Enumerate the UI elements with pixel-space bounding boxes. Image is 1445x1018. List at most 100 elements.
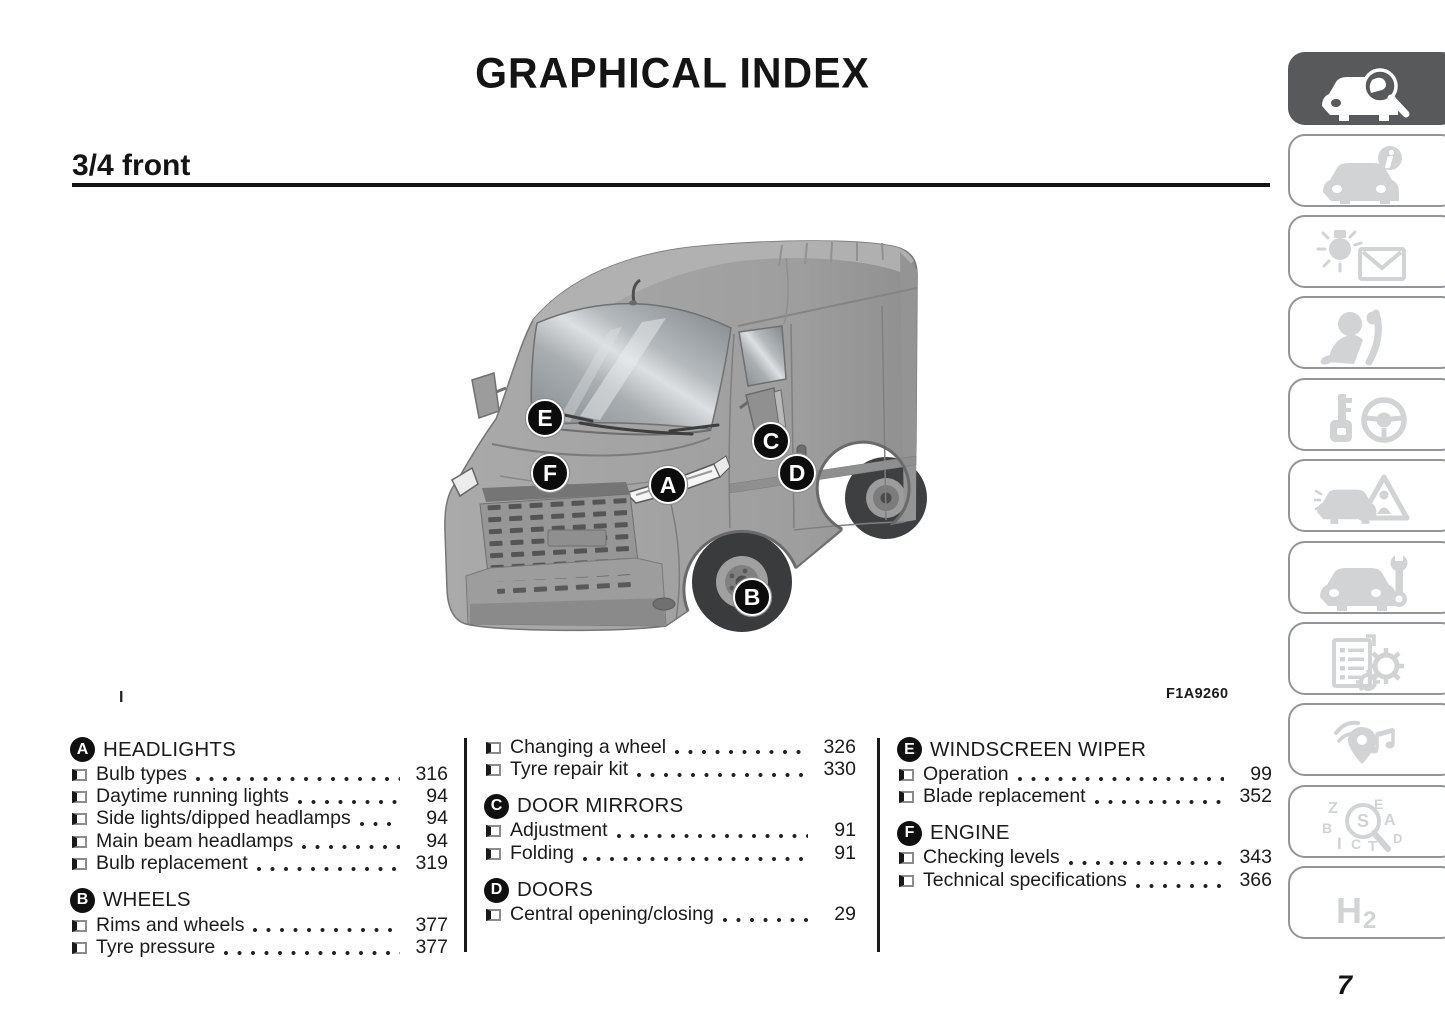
index-entry[interactable]: Tyre pressure 377 xyxy=(70,936,448,958)
index-entry[interactable]: Side lights/dipped headlamps 94 xyxy=(70,807,448,830)
callout-letter-badge: C xyxy=(484,793,509,819)
index-entry[interactable]: Adjustment 91 xyxy=(484,819,856,842)
checklist-gears-icon xyxy=(1332,634,1404,692)
sidebar-tab-multimedia[interactable] xyxy=(1288,703,1445,776)
svg-text:E: E xyxy=(1374,796,1383,812)
checkbox-bullet-icon xyxy=(72,813,87,826)
index-entry[interactable]: Bulb replacement 319 xyxy=(70,852,448,875)
svg-text:I: I xyxy=(1337,834,1342,853)
dot-leader xyxy=(359,822,400,827)
index-entry[interactable]: Main beam headlamps 94 xyxy=(70,830,448,852)
sidebar-tab-servicing[interactable] xyxy=(1288,541,1445,614)
checkbox-bullet-icon xyxy=(486,847,501,860)
checkbox-bullet-icon xyxy=(486,764,501,777)
index-entry[interactable]: Checking levels 343 xyxy=(897,846,1272,869)
dot-leader xyxy=(1068,861,1224,866)
key-steering-wheel-icon xyxy=(1330,394,1407,443)
occupant-airbag-icon xyxy=(1320,309,1382,366)
dot-leader xyxy=(637,772,808,777)
dot-leader xyxy=(297,799,400,804)
dot-leader xyxy=(256,866,400,871)
multimedia-navigation-icon xyxy=(1334,720,1395,764)
index-entry[interactable]: Central opening/closing 29 xyxy=(484,903,856,926)
svg-text:C: C xyxy=(1351,836,1361,852)
index-section-header: F ENGINE xyxy=(897,820,1272,847)
checkbox-bullet-icon xyxy=(899,768,914,781)
checkbox-bullet-icon xyxy=(486,909,501,922)
index-column-2: Changing a wheel 326 Tyre repair kit 330… xyxy=(484,736,856,926)
index-column-1: A HEADLIGHTS Bulb types 316 Daytime runn… xyxy=(70,736,448,959)
checkbox-bullet-icon xyxy=(72,858,87,871)
figure-code: F1A9260 xyxy=(1166,686,1229,702)
alphabetical-index-icon: Z E B A D I C T S xyxy=(1322,796,1402,855)
svg-text:B: B xyxy=(1322,820,1332,836)
car-warning-triangle-icon xyxy=(1314,474,1410,524)
checkbox-bullet-icon xyxy=(899,852,914,865)
sidebar-tab-emergency[interactable] xyxy=(1288,459,1445,532)
warning-light-message-icon xyxy=(1316,230,1406,281)
dot-leader xyxy=(1017,777,1224,782)
callout-letter-badge: D xyxy=(484,877,509,903)
index-entry[interactable]: Operation 99 xyxy=(897,763,1272,785)
index-entry[interactable]: Folding 91 xyxy=(484,842,856,864)
dot-leader xyxy=(1135,883,1224,888)
callout-letter-badge: A xyxy=(70,737,95,762)
checkbox-bullet-icon xyxy=(72,768,87,781)
svg-text:Z: Z xyxy=(1328,800,1338,817)
car-wrench-icon xyxy=(1320,553,1408,611)
sidebar-tab-starting-driving[interactable] xyxy=(1288,378,1445,451)
dot-leader xyxy=(224,950,400,955)
index-entry[interactable]: Tyre repair kit 330 xyxy=(484,758,856,780)
checkbox-bullet-icon xyxy=(72,919,87,932)
checkbox-bullet-icon xyxy=(72,791,87,804)
van-3q-front-drawing xyxy=(444,240,927,632)
index-entry[interactable]: Technical specifications 366 xyxy=(897,869,1272,891)
dot-leader xyxy=(196,777,400,782)
index-section-header: D DOORS xyxy=(484,877,856,904)
figure-roman-numeral: I xyxy=(119,689,124,706)
page-title: GRAPHICAL INDEX xyxy=(475,49,870,97)
section-heading: 3/4 front xyxy=(72,149,191,182)
index-entry[interactable]: Changing a wheel 326 xyxy=(484,736,856,758)
dot-leader xyxy=(675,750,808,755)
hydrogen-icon: H2 xyxy=(1336,889,1377,934)
dot-leader xyxy=(302,844,400,849)
checkbox-bullet-icon xyxy=(899,791,914,804)
sidebar-tab-safety[interactable] xyxy=(1288,296,1445,369)
dot-leader xyxy=(1094,799,1224,804)
index-entry[interactable]: Blade replacement 352 xyxy=(897,785,1272,807)
car-magnifier-icon xyxy=(1322,68,1410,121)
page-number: 7 xyxy=(1337,970,1353,1000)
callout-B: B xyxy=(733,578,771,616)
callout-A: A xyxy=(649,466,687,504)
callout-letter-badge: E xyxy=(897,737,922,762)
sidebar-tab-graphical-index[interactable] xyxy=(1288,52,1445,125)
column-divider xyxy=(464,738,467,952)
sidebar-tab-alphabetical-index[interactable]: Z E B A D I C T S xyxy=(1288,785,1445,858)
index-column-3: E WINDSCREEN WIPER Operation 99 Blade re… xyxy=(897,736,1272,892)
svg-text:S: S xyxy=(1357,811,1369,831)
sidebar-tab-hydrogen[interactable]: H2 xyxy=(1288,866,1445,939)
sidebar-tab-warning-lights[interactable] xyxy=(1288,215,1445,288)
index-section-header: A HEADLIGHTS xyxy=(70,736,448,763)
callout-E: E xyxy=(526,399,564,437)
svg-text:A: A xyxy=(1384,812,1396,829)
svg-text:D: D xyxy=(1393,831,1402,846)
dot-leader xyxy=(582,856,808,861)
checkbox-bullet-icon xyxy=(486,825,501,838)
sidebar-tab-vehicle-info[interactable] xyxy=(1288,134,1445,207)
callout-C: C xyxy=(752,422,790,460)
index-entry[interactable]: Rims and wheels 377 xyxy=(70,914,448,936)
callout-D: D xyxy=(778,454,816,492)
index-entry[interactable]: Daytime running lights 94 xyxy=(70,785,448,807)
callout-F: F xyxy=(531,454,569,492)
index-section-header: B WHEELS xyxy=(70,887,448,914)
dot-leader xyxy=(722,917,808,922)
sidebar-tab-technical-data[interactable] xyxy=(1288,622,1445,695)
dot-leader xyxy=(253,928,400,933)
index-section-header: E WINDSCREEN WIPER xyxy=(897,736,1272,763)
heading-rule xyxy=(72,183,1270,187)
index-entry[interactable]: Bulb types 316 xyxy=(70,763,448,785)
dot-leader xyxy=(616,834,808,839)
